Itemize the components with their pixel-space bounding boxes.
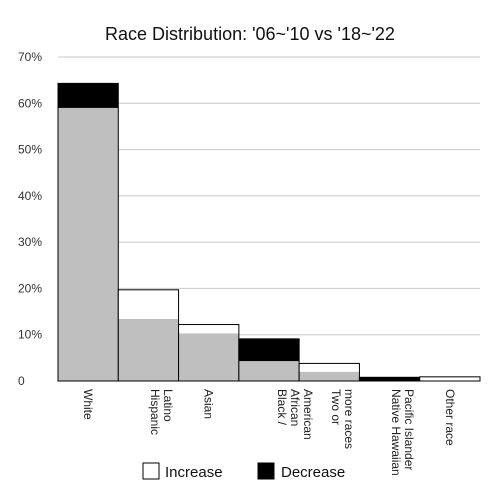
bar-group xyxy=(238,338,300,382)
bar-base xyxy=(238,361,300,381)
bar-base xyxy=(299,371,360,381)
chart-title: Race Distribution: '06~'10 vs '18~'22 xyxy=(105,24,395,44)
bars xyxy=(57,82,481,382)
y-tick-label: 20% xyxy=(18,281,42,295)
bar-increase xyxy=(118,289,179,319)
y-tick-label: 60% xyxy=(18,96,42,110)
bar-increase xyxy=(299,363,360,372)
bar-group xyxy=(178,324,240,382)
bar-increase xyxy=(178,324,239,334)
x-tick-label: Two ormore races xyxy=(329,389,356,449)
bar-group xyxy=(419,376,481,382)
bar-base xyxy=(118,318,179,381)
legend-label-decrease: Decrease xyxy=(281,464,345,481)
bar-group xyxy=(57,82,119,382)
y-tick-label: 10% xyxy=(18,328,42,342)
y-tick-label: 50% xyxy=(18,143,42,157)
legend-label-increase: Increase xyxy=(165,464,223,481)
legend-swatch-decrease xyxy=(257,462,275,480)
x-tick-label: White xyxy=(81,389,95,420)
x-tick-label: Black /AfricanAmerican xyxy=(275,389,315,440)
y-tick-label: 70% xyxy=(18,50,42,64)
legend-swatch-increase xyxy=(142,462,160,480)
x-axis-ticks: White HispanicLatino Asian Black /AfricanAm… xyxy=(81,389,457,476)
y-tick-label: 0 xyxy=(18,374,25,388)
x-tick-label: Native HawaiianPacific Islander xyxy=(389,389,416,476)
bar-group xyxy=(298,362,360,382)
bar-decrease xyxy=(359,377,420,381)
bar-decrease xyxy=(58,83,119,108)
x-tick-label: HispanicLatino xyxy=(148,389,175,435)
y-tick-label: 30% xyxy=(18,235,42,249)
bar-group xyxy=(358,376,421,382)
bar-decrease xyxy=(238,338,300,362)
bar-base xyxy=(58,107,119,382)
bar-increase xyxy=(419,376,480,381)
y-tick-label: 40% xyxy=(18,189,42,203)
x-tick-label: Other race xyxy=(443,389,457,446)
y-axis-ticks: 0 10% 20% 30% 40% 50% 60% 70% xyxy=(18,50,42,388)
legend: Increase Decrease xyxy=(142,462,345,481)
x-tick-label: Asian xyxy=(202,389,216,419)
bar-base xyxy=(178,333,239,381)
bar-group xyxy=(117,289,180,382)
